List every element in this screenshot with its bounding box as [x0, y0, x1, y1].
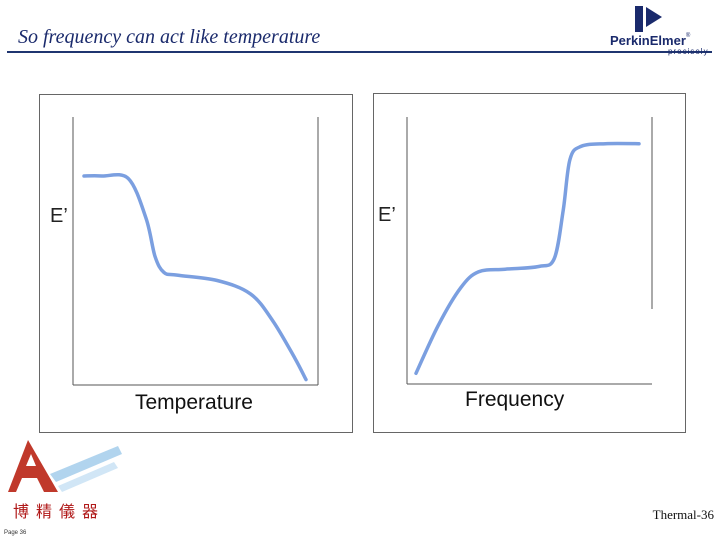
temperature-chart-panel: E’ Temperature	[39, 94, 353, 433]
series-line	[82, 173, 308, 382]
frequency-chart-panel: E’ Frequency	[373, 93, 686, 433]
series-line	[414, 141, 641, 376]
frequency-chart	[406, 117, 653, 385]
slide-number: Thermal-36	[652, 507, 714, 522]
company-logo	[6, 436, 124, 524]
x-axis-label: Frequency	[465, 388, 565, 411]
x-axis-label: Temperature	[135, 391, 253, 414]
page-number: Page 36	[4, 530, 27, 536]
temperature-chart	[72, 117, 319, 386]
y-axis-label: E’	[50, 205, 68, 227]
perkinelmer-p-icon	[635, 6, 662, 32]
y-axis-label: E’	[378, 204, 396, 226]
brand-name: PerkinElmer®	[610, 33, 691, 48]
perkinelmer-logo: PerkinElmer® precisely	[600, 3, 716, 56]
title-underline	[7, 51, 712, 53]
slide-title: So frequency can act like temperature	[18, 26, 321, 48]
brand-tagline: precisely	[668, 47, 709, 56]
company-a-logo-icon	[8, 440, 122, 492]
company-name: 博精儀器	[13, 502, 106, 521]
